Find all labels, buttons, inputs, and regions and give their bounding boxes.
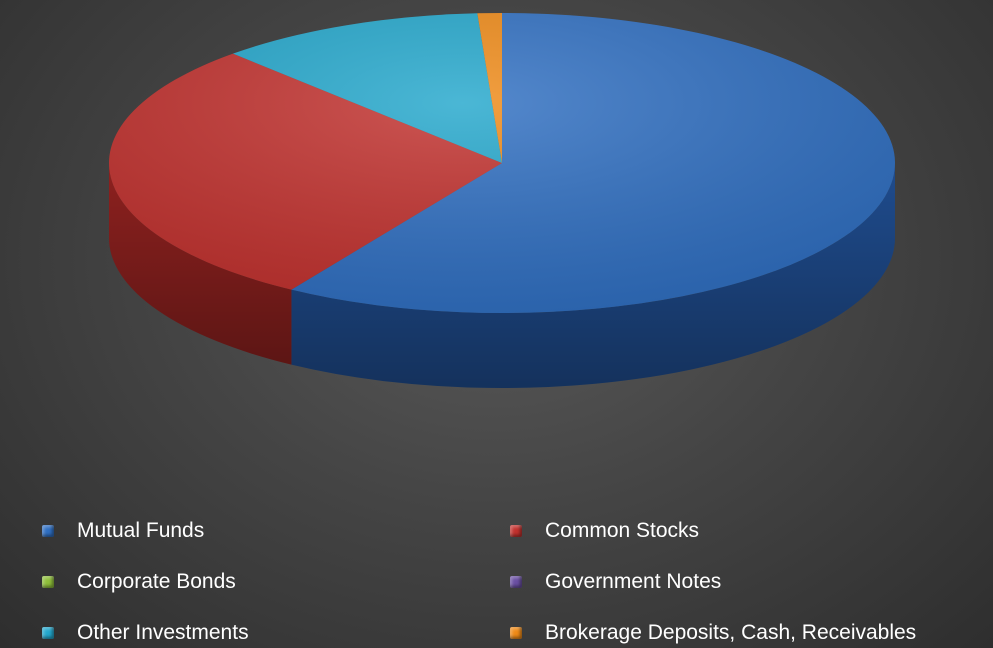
legend-item-corporate-bonds: Corporate Bonds [42,568,236,596]
legend-label: Other Investments [77,621,249,644]
legend-swatch-other-investments [42,627,54,639]
legend-label: Mutual Funds [77,519,205,542]
legend-item-brokerage-deposits: Brokerage Deposits, Cash, Receivables [510,619,916,647]
legend-swatch-corporate-bonds [42,576,54,588]
pie-top-gloss [109,13,895,313]
legend-swatch-government-notes [510,576,522,588]
legend-item-common-stocks: Common Stocks [510,517,699,545]
legend-label: Brokerage Deposits, Cash, Receivables [545,621,917,644]
pie-sides [109,163,896,389]
legend-item-government-notes: Government Notes [510,568,721,596]
legend: Mutual Funds Common Stocks Corporate Bon… [0,505,993,648]
legend-item-other-investments: Other Investments [42,619,249,647]
legend-label: Common Stocks [545,519,700,542]
legend-swatch-common-stocks [510,525,522,537]
legend-swatch-mutual-funds [42,525,54,537]
legend-swatch-brokerage-deposits [510,627,522,639]
pie-side-shade [291,163,896,389]
legend-label: Government Notes [545,570,722,593]
pie-side-shade [109,163,292,365]
legend-item-mutual-funds: Mutual Funds [42,517,204,545]
legend-label: Corporate Bonds [77,570,236,593]
pie-tops [108,13,895,313]
pie-plot-area [108,13,896,389]
